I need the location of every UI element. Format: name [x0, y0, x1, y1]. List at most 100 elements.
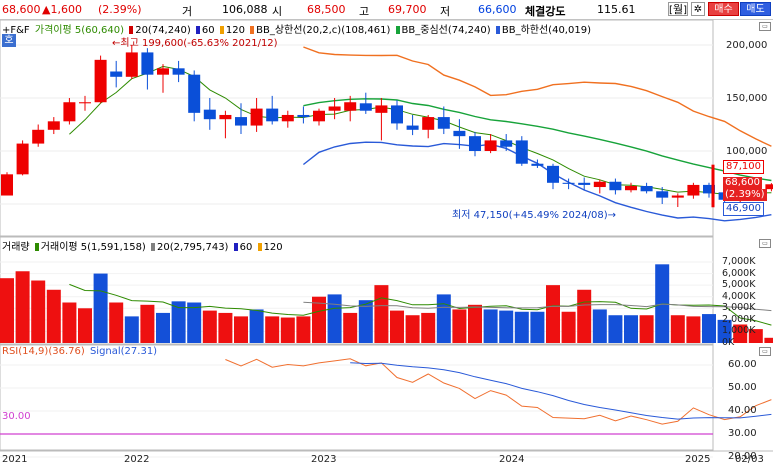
- candle-body: [578, 182, 591, 185]
- volume-bar: [358, 300, 373, 343]
- volume-bar: [748, 329, 763, 343]
- volume-bar: [312, 296, 326, 343]
- current-price-tag: 68,600: [723, 177, 762, 189]
- volume-bar: [234, 316, 248, 343]
- rsi-tick: 20.00: [728, 451, 757, 462]
- volume-bar: [93, 273, 108, 343]
- candle-body: [281, 114, 294, 122]
- volume-bar: [436, 294, 451, 343]
- vol-ma60-swatch: [233, 243, 238, 251]
- candle-body: [703, 184, 715, 194]
- legend-ma120: 120: [225, 25, 245, 36]
- legend-ma60: 60: [201, 25, 215, 36]
- volume-bar: [499, 310, 514, 343]
- current-pct-tag: (2.39%): [723, 189, 767, 201]
- volume-tick: 0K: [722, 337, 735, 348]
- legend-bb-upper: BB_상한선(20,2,c)(108,461): [256, 25, 391, 36]
- volume-tick: 7,000K: [722, 256, 756, 267]
- candle-body: [453, 130, 466, 137]
- rsi-tick: 40.00: [728, 405, 757, 416]
- gear-icon[interactable]: ✲: [691, 2, 705, 16]
- volume-bar: [31, 280, 46, 343]
- candle-body: [32, 129, 45, 144]
- candle-body: [79, 102, 91, 104]
- volume-bar: [171, 301, 186, 343]
- candle-body: [547, 165, 559, 183]
- volume-bar: [670, 315, 685, 343]
- volume-panel-max-button[interactable]: ▭: [759, 239, 771, 248]
- legend-bb-mid: BB_중심선(74,240): [401, 25, 491, 36]
- bb-upper-line: [303, 46, 772, 147]
- volume-bar: [0, 278, 14, 343]
- high-value: 69,700: [388, 3, 427, 16]
- candle-body: [125, 52, 138, 77]
- volume-bar: [702, 314, 716, 343]
- rsi-tick: 30.00: [728, 428, 757, 439]
- volume-tick: 5,000K: [722, 279, 756, 291]
- candle-body: [593, 181, 606, 188]
- candle-body: [219, 114, 232, 120]
- x-label-2022: 2022: [124, 454, 150, 465]
- volume-value: 106,088: [222, 3, 268, 16]
- candle-body: [94, 59, 107, 103]
- candle-body: [562, 182, 575, 184]
- price-series-layer: [0, 44, 773, 222]
- candle-body: [640, 185, 653, 192]
- volume-bar: [421, 312, 436, 343]
- volume-bar: [124, 316, 139, 343]
- volume-bar: [218, 312, 233, 343]
- candle-body: [515, 140, 528, 164]
- volume-tick: 6,000K: [722, 267, 756, 279]
- x-label-2021: 2021: [2, 454, 28, 465]
- price-panel-max-button[interactable]: ▭: [759, 22, 771, 31]
- rsi-tick: 60.00: [728, 359, 757, 370]
- chart-type-toggle[interactable]: 호: [2, 34, 16, 47]
- volume-bar: [405, 315, 420, 343]
- buy-button[interactable]: 매수: [708, 2, 739, 16]
- rsi-panel-max-button[interactable]: ▭: [759, 347, 771, 356]
- volume-tick: 4,000K: [722, 290, 756, 302]
- volume-bar: [717, 319, 732, 343]
- candle-body: [359, 103, 372, 111]
- volume-bar: [452, 309, 467, 343]
- volume-bar: [249, 309, 264, 343]
- low-annotation: 최저 47,150(+45.49% 2024/08)→: [452, 210, 616, 221]
- rsi-threshold-label: 30.00: [2, 411, 31, 422]
- rsi-panel-frame: [0, 344, 714, 451]
- price-change: ▲1,600: [42, 3, 82, 16]
- rsi-signal-line: [350, 362, 772, 420]
- period-month-button[interactable]: [월]: [668, 2, 688, 16]
- legend-rsi: RSI(14,9)(36.76): [2, 346, 85, 357]
- legend-vol-ma60: 60: [239, 242, 253, 253]
- legend-bb-lower: BB_하한선(40,019): [501, 25, 591, 36]
- sell-button[interactable]: 매도: [740, 2, 771, 16]
- low-label: 저: [440, 5, 451, 18]
- candle-body: [531, 163, 544, 166]
- volume-bar: [78, 308, 92, 343]
- price-legend: +F&F 가격이평 5(60,640) 20(74,240) 60 120 BB…: [2, 21, 593, 36]
- strength-label: 체결강도: [525, 5, 566, 18]
- open-label: 시: [272, 5, 283, 18]
- bb-lower-swatch: [495, 26, 500, 34]
- vol-ma20-swatch: [151, 243, 156, 251]
- candle-body: [63, 102, 76, 122]
- price-change-pct: (2.39%): [98, 3, 142, 16]
- volume-tick: 1,000K: [722, 325, 756, 337]
- rsi-series-layer: [0, 358, 772, 458]
- volume-bar: [733, 324, 748, 343]
- volume-bar: [109, 302, 124, 343]
- candle-body: [16, 143, 29, 175]
- ma5-line: [69, 65, 772, 195]
- volume-bar: [530, 311, 545, 343]
- candle-body: [484, 140, 497, 151]
- candle-body: [266, 108, 279, 122]
- volume-bar: [624, 315, 638, 343]
- vol-ma120-swatch: [257, 243, 262, 251]
- high-label: 고: [359, 5, 370, 18]
- candle-body: [656, 191, 669, 198]
- volume-bar: [156, 312, 170, 343]
- ma20-swatch: [129, 26, 134, 34]
- volume-bar: [15, 271, 30, 343]
- candle-body: [765, 184, 773, 190]
